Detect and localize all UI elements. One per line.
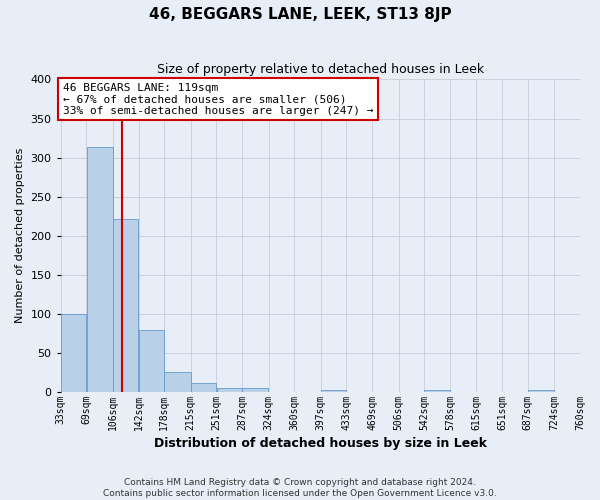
Y-axis label: Number of detached properties: Number of detached properties	[15, 148, 25, 324]
X-axis label: Distribution of detached houses by size in Leek: Distribution of detached houses by size …	[154, 437, 487, 450]
Bar	[321, 390, 346, 392]
Title: Size of property relative to detached houses in Leek: Size of property relative to detached ho…	[157, 62, 484, 76]
Bar	[86, 148, 113, 392]
Bar	[61, 314, 86, 392]
Text: Contains HM Land Registry data © Crown copyright and database right 2024.
Contai: Contains HM Land Registry data © Crown c…	[103, 478, 497, 498]
Text: 46, BEGGARS LANE, LEEK, ST13 8JP: 46, BEGGARS LANE, LEEK, ST13 8JP	[149, 8, 451, 22]
Bar	[164, 372, 191, 392]
Bar	[191, 382, 217, 392]
Text: 46 BEGGARS LANE: 119sqm
← 67% of detached houses are smaller (506)
33% of semi-d: 46 BEGGARS LANE: 119sqm ← 67% of detache…	[63, 82, 373, 116]
Bar	[242, 388, 268, 392]
Bar	[139, 330, 164, 392]
Bar	[528, 390, 554, 392]
Bar	[217, 388, 242, 392]
Bar	[113, 218, 139, 392]
Bar	[424, 390, 450, 392]
